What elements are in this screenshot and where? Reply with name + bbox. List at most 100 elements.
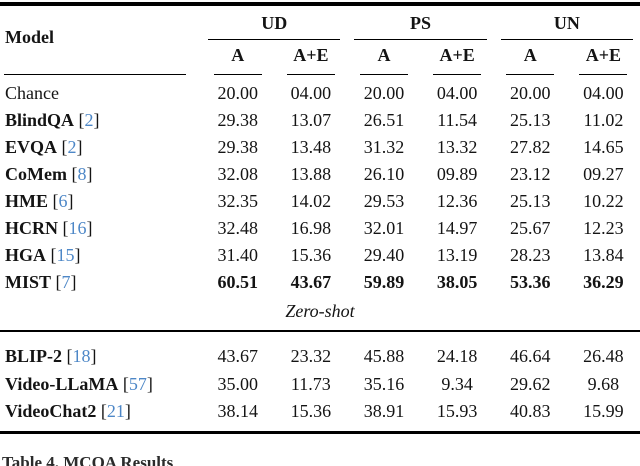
column-group-ps: PS [347, 6, 493, 40]
metric-value: 29.53 [363, 191, 405, 211]
column-header-ud-ae: A+E [293, 45, 329, 65]
model-cell: BlindQA [2] [0, 107, 201, 134]
section-divider-row: Zero-shot [0, 296, 640, 332]
model-name: HME [5, 191, 48, 211]
table-row: CoMem [8] 32.08 13.88 26.10 09.89 23.12 09.27 [0, 161, 640, 188]
model-cell: CoMem [8] [0, 161, 201, 188]
model-cell: MIST [7] [0, 269, 201, 296]
metric-value: 29.38 [217, 137, 258, 157]
table-row: BLIP-2 [18] 43.67 23.32 45.88 24.18 46.64 26.4… [0, 331, 640, 371]
metric-value: 32.48 [217, 218, 258, 238]
citation-bracket: [15] [46, 245, 81, 265]
citation-bracket: [2] [74, 110, 100, 130]
metric-value: 35.16 [363, 374, 405, 394]
model-name: Chance [5, 83, 59, 103]
subcolumn-rule [213, 73, 262, 75]
citation-link[interactable]: 18 [72, 345, 91, 366]
metric-value: 13.88 [290, 164, 332, 184]
citation-link[interactable]: 15 [56, 245, 75, 265]
table-row: HME [6] 32.35 14.02 29.53 12.36 25.13 10.22 [0, 188, 640, 215]
citation-link[interactable]: 57 [128, 374, 147, 394]
subcolumn-rule [579, 73, 628, 75]
citation-bracket: [16] [58, 218, 93, 238]
citation-link[interactable]: 6 [58, 191, 68, 211]
metric-value: 26.48 [583, 345, 624, 366]
model-cell: VideoChat2 [21] [0, 398, 201, 431]
model-name: HCRN [5, 218, 58, 238]
metric-value: 13.48 [290, 137, 332, 157]
citation-link[interactable]: 21 [106, 401, 125, 421]
metric-value: 60.51 [217, 272, 258, 292]
subcolumn-rule [286, 73, 335, 75]
metric-value: 11.54 [437, 110, 478, 130]
metric-value: 38.05 [436, 272, 478, 292]
table-header: Model UD PS UN A A+E [0, 6, 640, 80]
citation-bracket: [2] [57, 137, 83, 157]
table-caption-fragment: Table 4. MCQA Results [2, 453, 174, 466]
column-header-ps-a: A [377, 45, 391, 65]
citation-link[interactable]: 8 [77, 164, 87, 184]
metric-value: 12.36 [436, 191, 478, 211]
metric-value: 04.00 [583, 83, 624, 103]
citation-bracket: [18] [62, 345, 97, 366]
metric-value: 29.40 [363, 245, 405, 265]
results-table-frame: Model UD PS UN A A+E [0, 2, 640, 434]
citation-bracket: [57] [118, 374, 153, 394]
metric-value: 04.00 [436, 83, 478, 103]
model-name: BLIP-2 [5, 345, 63, 366]
metric-value: 29.62 [510, 374, 551, 394]
column-header-ps-ae: A+E [439, 45, 475, 65]
model-column-rule [4, 73, 186, 75]
metric-value: 31.40 [217, 245, 258, 265]
table-row: Video-LLaMA [57] 35.00 11.73 35.16 9.34 29.62… [0, 371, 640, 398]
metric-value: 28.23 [510, 245, 551, 265]
metric-value: 09.89 [436, 164, 478, 184]
citation-link[interactable]: 2 [67, 137, 77, 157]
metric-value: 32.01 [363, 218, 405, 238]
citation-link[interactable]: 7 [61, 272, 71, 292]
model-cell: HME [6] [0, 188, 201, 215]
column-header-model: Model [5, 26, 54, 47]
citation-link[interactable]: 2 [84, 110, 94, 130]
metric-value: 31.32 [363, 137, 405, 157]
metric-value: 9.34 [441, 374, 473, 394]
metric-value: 24.18 [436, 345, 478, 366]
model-name: CoMem [5, 164, 67, 184]
metric-value: 36.29 [583, 272, 624, 292]
model-cell: Chance [0, 80, 201, 107]
metric-value: 25.67 [510, 218, 551, 238]
group-label-ps: PS [410, 13, 432, 33]
metric-value: 13.07 [290, 110, 332, 130]
metric-value: 13.84 [583, 245, 624, 265]
model-cell: BLIP-2 [18] [0, 331, 201, 371]
column-header-un-a: A [523, 45, 537, 65]
table-row: EVQA [2] 29.38 13.48 31.32 13.32 27.82 14.65 [0, 134, 640, 161]
metric-value: 32.35 [217, 191, 258, 211]
metric-value: 45.88 [363, 345, 405, 366]
model-cell: Video-LLaMA [57] [0, 371, 201, 398]
model-cell: HCRN [16] [0, 215, 201, 242]
citation-link[interactable]: 16 [68, 218, 87, 238]
column-header-un-ae: A+E [585, 45, 622, 65]
table-row: HCRN [16] 32.48 16.98 32.01 14.97 25.67 12.23 [0, 215, 640, 242]
table-row: Chance 20.00 04.00 20.00 04.00 20.00 04.00 [0, 80, 640, 107]
group-label-ud: UD [261, 13, 288, 33]
metric-value: 23.32 [290, 345, 332, 366]
metric-value: 15.36 [290, 245, 332, 265]
model-name: VideoChat2 [5, 401, 97, 421]
subcolumn-rule [359, 73, 408, 75]
results-table: Model UD PS UN A A+E [0, 6, 640, 431]
metric-value: 15.99 [583, 401, 624, 421]
metric-value: 14.97 [436, 218, 478, 238]
metric-value: 20.00 [363, 83, 405, 103]
citation-bracket: [7] [51, 272, 77, 292]
metric-value: 46.64 [510, 345, 551, 366]
group-label-un: UN [553, 13, 580, 33]
metric-value: 14.65 [583, 137, 624, 157]
subcolumn-header-row: A A+E A A+E A A+E [0, 40, 640, 68]
model-cell: EVQA [2] [0, 134, 201, 161]
metric-value: 38.14 [217, 401, 258, 421]
metric-value: 15.93 [436, 401, 478, 421]
table-row: BlindQA [2] 29.38 13.07 26.51 11.54 25.13 11.0… [0, 107, 640, 134]
